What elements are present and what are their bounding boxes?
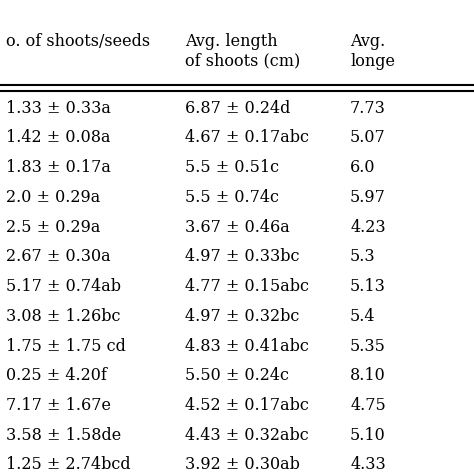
Text: o. of shoots/seeds: o. of shoots/seeds bbox=[6, 33, 150, 50]
Text: 5.97: 5.97 bbox=[350, 189, 386, 206]
Text: 3.08 ± 1.26bc: 3.08 ± 1.26bc bbox=[6, 308, 120, 325]
Text: 4.33: 4.33 bbox=[350, 456, 386, 474]
Text: 5.13: 5.13 bbox=[350, 278, 386, 295]
Text: 4.77 ± 0.15abc: 4.77 ± 0.15abc bbox=[185, 278, 309, 295]
Text: Avg. length
of shoots (cm): Avg. length of shoots (cm) bbox=[185, 33, 301, 70]
Text: 1.83 ± 0.17a: 1.83 ± 0.17a bbox=[6, 159, 111, 176]
Text: 4.67 ± 0.17abc: 4.67 ± 0.17abc bbox=[185, 129, 309, 146]
Text: 3.58 ± 1.58de: 3.58 ± 1.58de bbox=[6, 427, 121, 444]
Text: 5.17 ± 0.74ab: 5.17 ± 0.74ab bbox=[6, 278, 121, 295]
Text: Avg.
longe: Avg. longe bbox=[350, 33, 395, 70]
Text: 1.33 ± 0.33a: 1.33 ± 0.33a bbox=[6, 100, 111, 117]
Text: 1.25 ± 2.74bcd: 1.25 ± 2.74bcd bbox=[6, 456, 131, 474]
Text: 0.25 ± 4.20f: 0.25 ± 4.20f bbox=[6, 367, 107, 384]
Text: 4.97 ± 0.33bc: 4.97 ± 0.33bc bbox=[185, 248, 300, 265]
Text: 6.87 ± 0.24d: 6.87 ± 0.24d bbox=[185, 100, 291, 117]
Text: 4.52 ± 0.17abc: 4.52 ± 0.17abc bbox=[185, 397, 309, 414]
Text: 5.50 ± 0.24c: 5.50 ± 0.24c bbox=[185, 367, 289, 384]
Text: 3.92 ± 0.30ab: 3.92 ± 0.30ab bbox=[185, 456, 300, 474]
Text: 4.83 ± 0.41abc: 4.83 ± 0.41abc bbox=[185, 337, 309, 355]
Text: 7.73: 7.73 bbox=[350, 100, 386, 117]
Text: 6.0: 6.0 bbox=[350, 159, 375, 176]
Text: 5.3: 5.3 bbox=[350, 248, 376, 265]
Text: 2.0 ± 0.29a: 2.0 ± 0.29a bbox=[6, 189, 100, 206]
Text: 4.43 ± 0.32abc: 4.43 ± 0.32abc bbox=[185, 427, 309, 444]
Text: 5.5 ± 0.51c: 5.5 ± 0.51c bbox=[185, 159, 279, 176]
Text: 1.75 ± 1.75 cd: 1.75 ± 1.75 cd bbox=[6, 337, 126, 355]
Text: 5.35: 5.35 bbox=[350, 337, 386, 355]
Text: 2.67 ± 0.30a: 2.67 ± 0.30a bbox=[6, 248, 111, 265]
Text: 4.75: 4.75 bbox=[350, 397, 386, 414]
Text: 2.5 ± 0.29a: 2.5 ± 0.29a bbox=[6, 219, 100, 236]
Text: 4.23: 4.23 bbox=[350, 219, 386, 236]
Text: 5.10: 5.10 bbox=[350, 427, 386, 444]
Text: 5.07: 5.07 bbox=[350, 129, 386, 146]
Text: 7.17 ± 1.67e: 7.17 ± 1.67e bbox=[6, 397, 111, 414]
Text: 8.10: 8.10 bbox=[350, 367, 386, 384]
Text: 1.42 ± 0.08a: 1.42 ± 0.08a bbox=[6, 129, 110, 146]
Text: 5.5 ± 0.74c: 5.5 ± 0.74c bbox=[185, 189, 279, 206]
Text: 3.67 ± 0.46a: 3.67 ± 0.46a bbox=[185, 219, 290, 236]
Text: 5.4: 5.4 bbox=[350, 308, 375, 325]
Text: 4.97 ± 0.32bc: 4.97 ± 0.32bc bbox=[185, 308, 300, 325]
